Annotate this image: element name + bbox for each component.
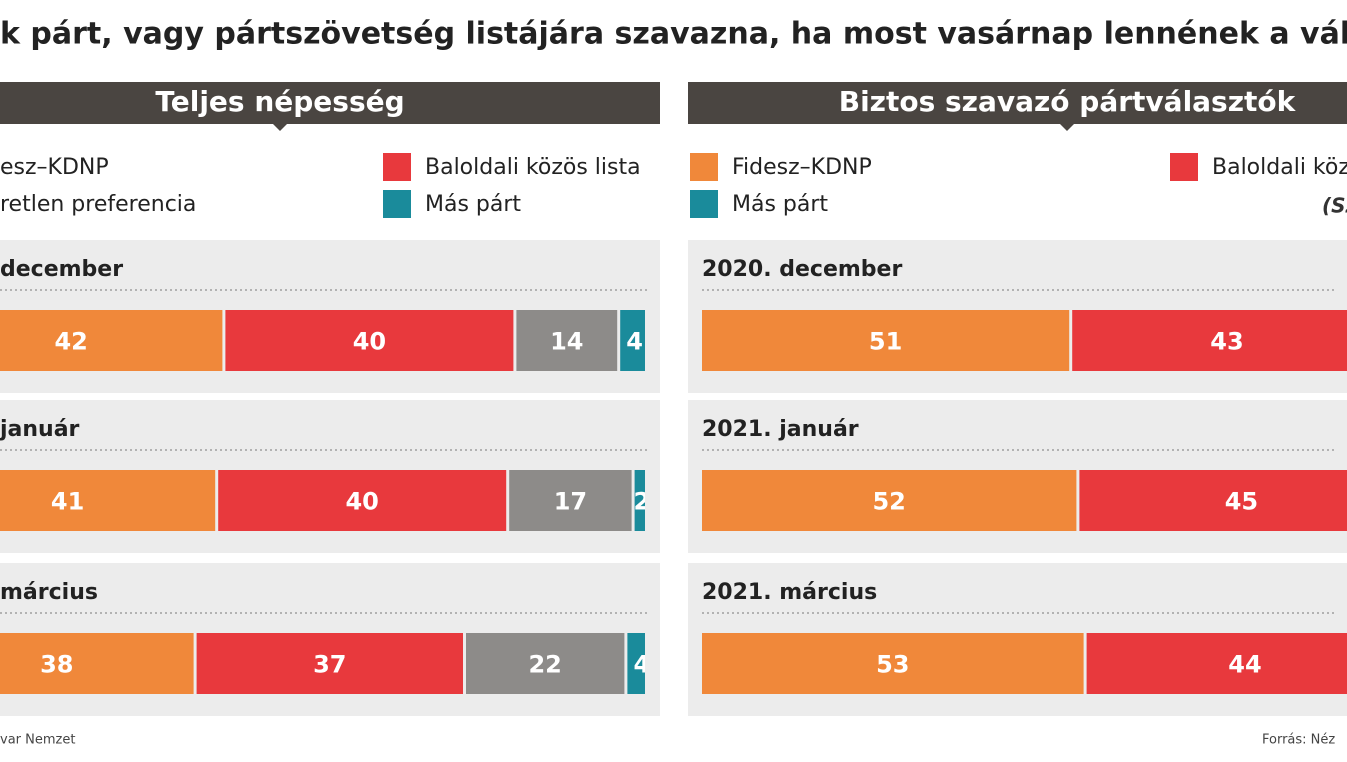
bar-label: 40 <box>345 488 378 516</box>
source: var Nemzet <box>0 733 75 748</box>
header-bar <box>0 82 660 124</box>
bar-segment <box>516 310 618 371</box>
bar-label: 40 <box>353 328 386 356</box>
bar-label: 41 <box>51 488 84 516</box>
title: k párt, vagy pártszövetség listájára sza… <box>0 17 1347 52</box>
bar-label: 44 <box>1228 651 1261 679</box>
legend-label: Baloldali köz <box>1212 155 1347 180</box>
bar-segment <box>627 633 645 694</box>
bar-label: 2 <box>633 488 650 516</box>
bar-segment <box>218 470 507 531</box>
category-label: január <box>0 417 80 442</box>
bar-segment <box>702 633 1084 694</box>
bar-segment <box>196 633 463 694</box>
bar-segment <box>0 633 194 694</box>
bar-segment <box>620 310 645 371</box>
legend-swatch <box>383 190 411 218</box>
bar-segment <box>702 470 1077 531</box>
bar-segment <box>1086 633 1347 694</box>
category-label: március <box>0 580 98 605</box>
bar-label: 14 <box>550 328 583 356</box>
legend-label: Más párt <box>732 192 828 217</box>
bar-segment <box>225 310 514 371</box>
bar-label: 52 <box>872 488 905 516</box>
bar-label: 4 <box>626 328 643 356</box>
bar-segment <box>0 310 223 371</box>
legend-label: Baloldali közös lista <box>425 155 641 180</box>
category-label: 2020. december <box>702 257 902 282</box>
bar-label: 22 <box>528 651 561 679</box>
source: Forrás: Néz <box>1262 733 1335 748</box>
bar-segment <box>1072 310 1347 371</box>
bar-label: 37 <box>313 651 346 679</box>
bar-segment <box>634 470 645 531</box>
panel-title: Teljes népesség <box>155 85 404 118</box>
legend-label: esz–KDNP <box>0 155 109 180</box>
legend-swatch <box>1170 153 1198 181</box>
bar-label: 45 <box>1225 488 1258 516</box>
bar-label: 43 <box>1210 328 1243 356</box>
bar-segment <box>702 310 1070 371</box>
header-notch <box>273 124 287 131</box>
note: (Sz <box>1322 194 1347 218</box>
header-bar <box>688 82 1347 124</box>
bar-segment <box>509 470 632 531</box>
bar-label: 17 <box>554 488 587 516</box>
bars: 42 40 14 4 41 40 17 2 38 37 22 4 <box>0 310 650 694</box>
bar-segment <box>466 633 625 694</box>
legend-label: Fidesz–KDNP <box>732 155 872 180</box>
category-label: 2021. január <box>702 417 859 442</box>
header-notch <box>1060 124 1074 131</box>
legend-swatch <box>690 190 718 218</box>
bar-label: 42 <box>54 328 87 356</box>
bars: 51 43 52 45 53 44 <box>702 310 1347 694</box>
category-label: 2021. március <box>702 580 877 605</box>
legend-label: Más párt <box>425 192 521 217</box>
legend-swatch <box>383 153 411 181</box>
bar-label: 51 <box>869 328 902 356</box>
bar-label: 53 <box>876 651 909 679</box>
legend-label: retlen preferencia <box>0 192 196 217</box>
legend-swatch <box>690 153 718 181</box>
panel-title: Biztos szavazó pártválasztók <box>839 85 1297 118</box>
bar-segment <box>1079 470 1347 531</box>
category-label: december <box>0 257 123 282</box>
bar-segment <box>0 470 216 531</box>
bar-label: 4 <box>633 651 650 679</box>
bar-label: 38 <box>40 651 73 679</box>
